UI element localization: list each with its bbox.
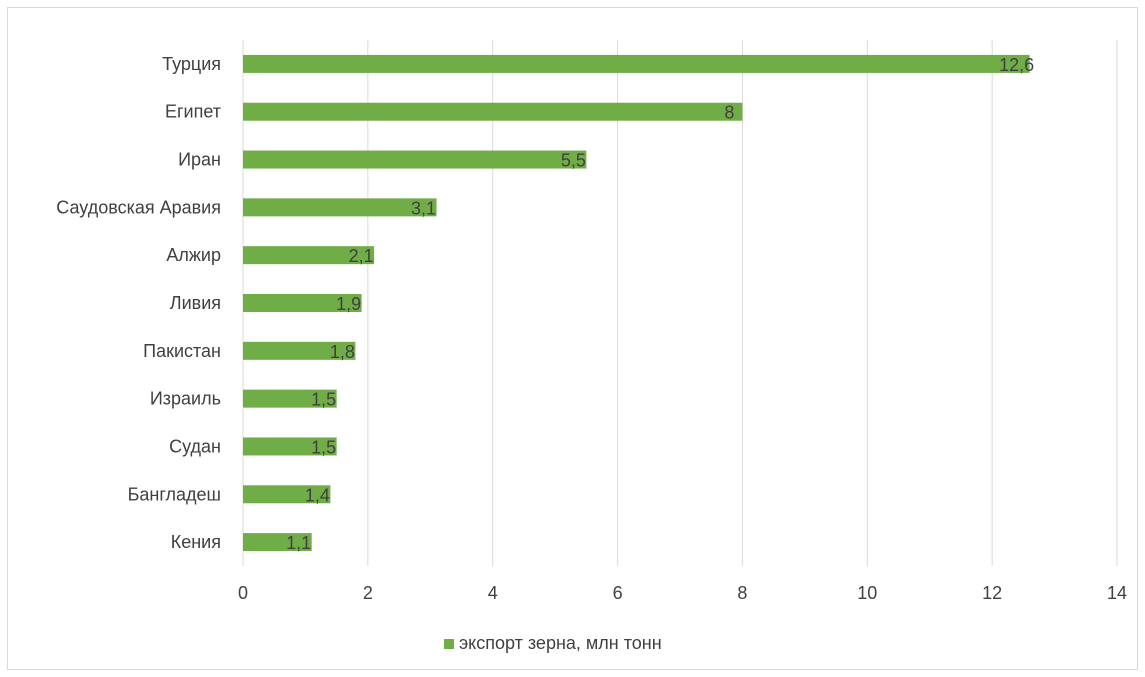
category-label-2: Иран <box>178 150 221 170</box>
bar-6 <box>243 341 356 360</box>
data-label-3: 3,1 <box>411 198 436 218</box>
category-label-5: Ливия <box>170 293 221 313</box>
data-label-1: 8 <box>724 103 734 123</box>
x-tick-label-8: 8 <box>737 583 747 603</box>
data-label-4: 2,1 <box>349 246 374 266</box>
bar-10 <box>243 533 312 552</box>
bar-1 <box>243 102 743 121</box>
data-label-2: 5,5 <box>561 151 586 171</box>
bar-9 <box>243 485 331 504</box>
x-tick-label-12: 12 <box>982 583 1002 603</box>
category-label-0: Турция <box>162 54 221 74</box>
bar-5 <box>243 294 362 312</box>
bars <box>243 54 1030 552</box>
data-labels: 12,6 8 5,5 3,1 2,1 1,9 1,8 1,5 1,5 1,4 1,1 <box>286 55 1034 553</box>
x-tick-label-10: 10 <box>857 583 877 603</box>
legend-swatch <box>444 639 454 649</box>
data-label-7: 1,5 <box>311 390 336 410</box>
category-labels: Турция Египет Иран Саудовская Аравия Алжир Ли… <box>56 54 221 552</box>
data-label-10: 1,1 <box>286 533 311 553</box>
legend-entry-label: экспорт зерна, млн тонн <box>459 633 662 653</box>
bar-8 <box>243 437 337 456</box>
data-label-6: 1,8 <box>330 342 355 362</box>
gridlines <box>242 40 1118 566</box>
data-label-5: 1,9 <box>336 294 361 314</box>
x-tick-label-14: 14 <box>1107 583 1127 603</box>
category-label-9: Бангладеш <box>128 484 221 504</box>
bar-7 <box>243 389 337 408</box>
x-tick-label-0: 0 <box>238 583 248 603</box>
data-label-8: 1,5 <box>311 437 336 457</box>
data-label-0: 12,6 <box>999 55 1034 75</box>
category-label-3: Саудовская Аравия <box>56 197 221 217</box>
bar-4 <box>243 246 375 265</box>
category-label-8: Судан <box>169 436 221 456</box>
category-label-10: Кения <box>171 532 221 552</box>
x-tick-label-4: 4 <box>488 583 498 603</box>
x-axis-tick-labels: 0 2 4 6 8 10 12 14 <box>238 583 1127 603</box>
legend: экспорт зерна, млн тонн <box>444 633 662 653</box>
bar-3 <box>243 198 437 217</box>
category-label-6: Пакистан <box>143 341 221 361</box>
category-label-4: Алжир <box>166 245 221 265</box>
data-label-9: 1,4 <box>305 485 330 505</box>
x-tick-label-2: 2 <box>363 583 373 603</box>
x-tick-label-6: 6 <box>613 583 623 603</box>
category-label-1: Египет <box>165 102 221 122</box>
category-label-7: Израиль <box>150 389 221 409</box>
bar-0 <box>243 54 1030 73</box>
bar-2 <box>243 150 587 169</box>
